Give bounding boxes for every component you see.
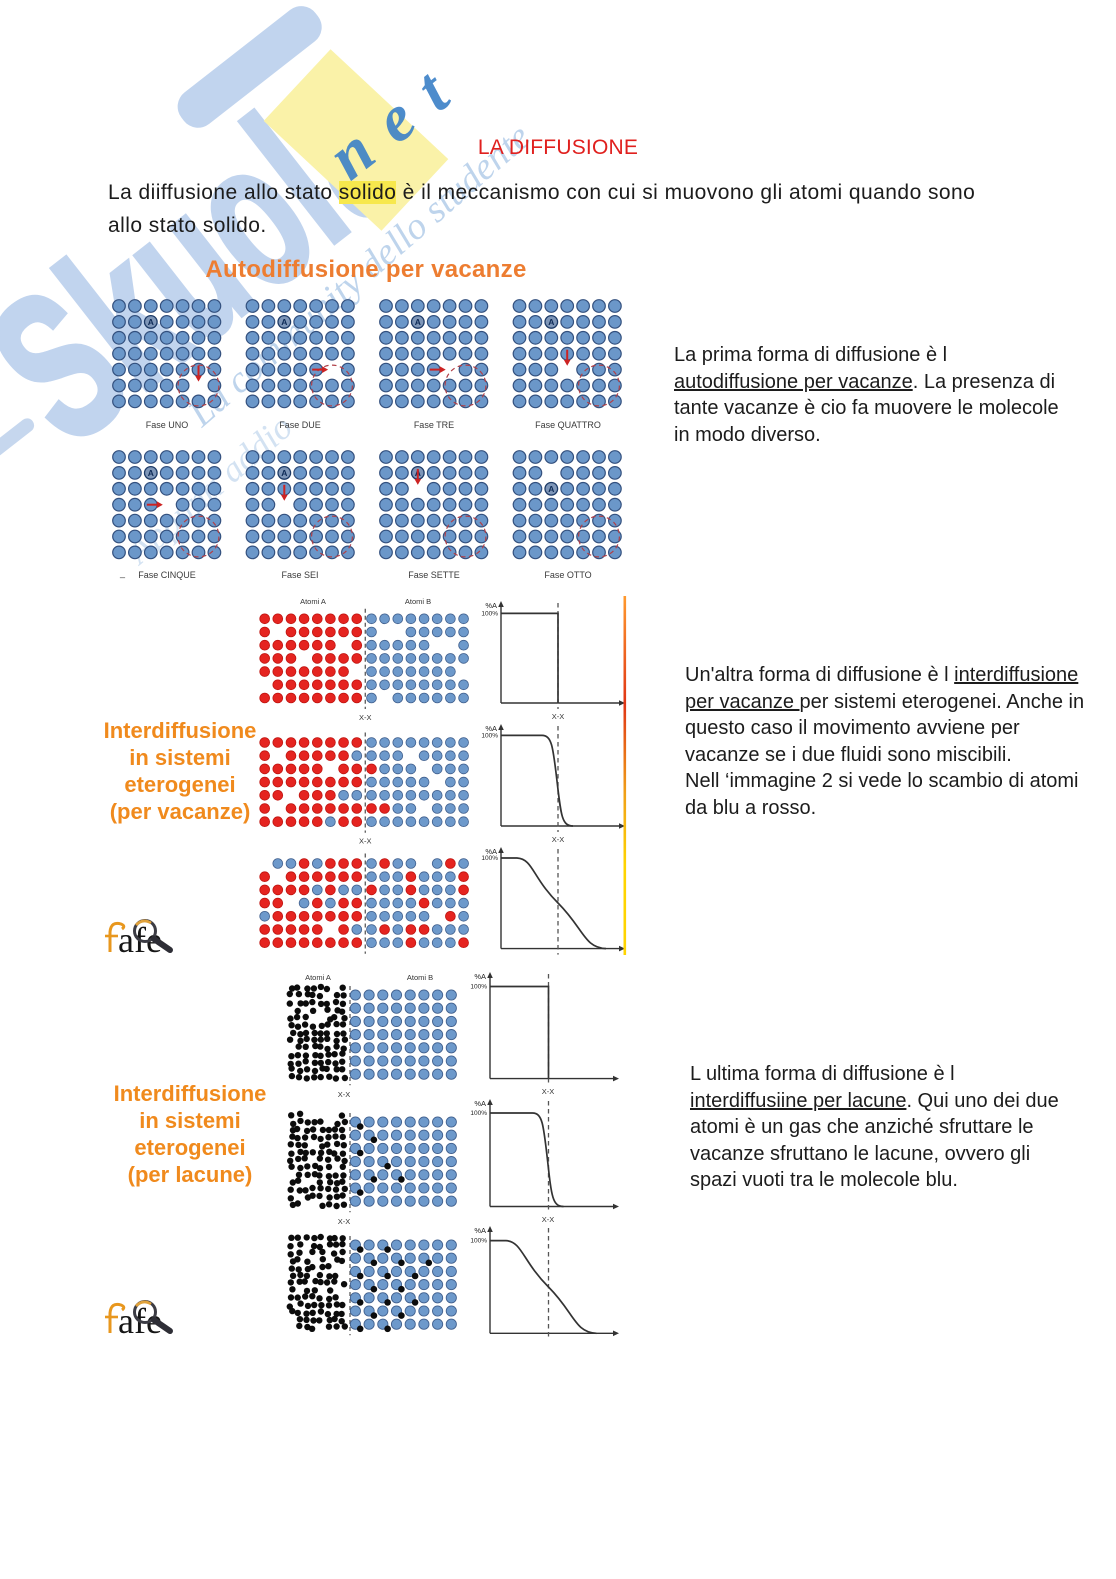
svg-text:Atomi B: Atomi B (405, 597, 431, 606)
svg-text:(per vacanze): (per vacanze) (110, 799, 251, 824)
svg-text:_: _ (119, 568, 126, 578)
svg-text:Fase UNO: Fase UNO (146, 420, 189, 430)
svg-text:A: A (148, 468, 154, 478)
svg-text:X-X: X-X (552, 712, 565, 721)
svg-text:A: A (548, 317, 554, 327)
svg-text:100%: 100% (481, 855, 498, 862)
svg-text:X-X: X-X (542, 1087, 555, 1096)
svg-text:100%: 100% (481, 732, 498, 739)
svg-text:%A: %A (485, 847, 497, 856)
svg-text:%A: %A (474, 972, 486, 981)
svg-text:Fase SETTE: Fase SETTE (408, 570, 460, 580)
svg-text:X-X: X-X (542, 1215, 555, 1224)
svg-text:Fase DUE: Fase DUE (279, 420, 321, 430)
svg-text:X-X: X-X (359, 837, 372, 846)
svg-text:%A: %A (474, 1226, 486, 1235)
svg-text:%A: %A (474, 1099, 486, 1108)
svg-text:Fase SEI: Fase SEI (281, 570, 318, 580)
svg-text:100%: 100% (470, 1110, 487, 1117)
svg-text:A: A (281, 317, 287, 327)
svg-text:X-X: X-X (338, 1090, 351, 1099)
svg-text:X-X: X-X (552, 835, 565, 844)
svg-text:X-X: X-X (359, 713, 372, 722)
svg-text:X-X: X-X (338, 1217, 351, 1226)
svg-text:in sistemi: in sistemi (129, 745, 230, 770)
svg-text:A: A (548, 484, 554, 494)
svg-text:A: A (415, 317, 421, 327)
svg-text:Autodiffusione per vacanze: Autodiffusione per vacanze (205, 256, 526, 283)
svg-text:eterogenei: eterogenei (134, 1135, 245, 1160)
svg-text:A: A (281, 468, 287, 478)
svg-text:Fase CINQUE: Fase CINQUE (138, 570, 196, 580)
svg-text:Atomi A: Atomi A (305, 973, 331, 982)
svg-text:Fase QUATTRO: Fase QUATTRO (535, 420, 601, 430)
svg-text:A: A (148, 317, 154, 327)
svg-text:Atomi B: Atomi B (407, 973, 433, 982)
svg-text:eterogenei: eterogenei (124, 772, 235, 797)
svg-text:in sistemi: in sistemi (139, 1108, 240, 1133)
svg-text:%A: %A (485, 601, 497, 610)
svg-text:%A: %A (485, 724, 497, 733)
svg-text:Interdiffusione: Interdiffusione (104, 718, 257, 743)
svg-text:(per lacune): (per lacune) (128, 1162, 253, 1187)
svg-text:100%: 100% (470, 984, 487, 991)
svg-text:100%: 100% (470, 1238, 487, 1245)
svg-text:Fase OTTO: Fase OTTO (544, 570, 591, 580)
svg-text:Fase TRE: Fase TRE (414, 420, 454, 430)
svg-text:100%: 100% (481, 610, 498, 617)
svg-text:Atomi A: Atomi A (300, 597, 326, 606)
svg-text:Interdiffusione: Interdiffusione (114, 1081, 267, 1106)
